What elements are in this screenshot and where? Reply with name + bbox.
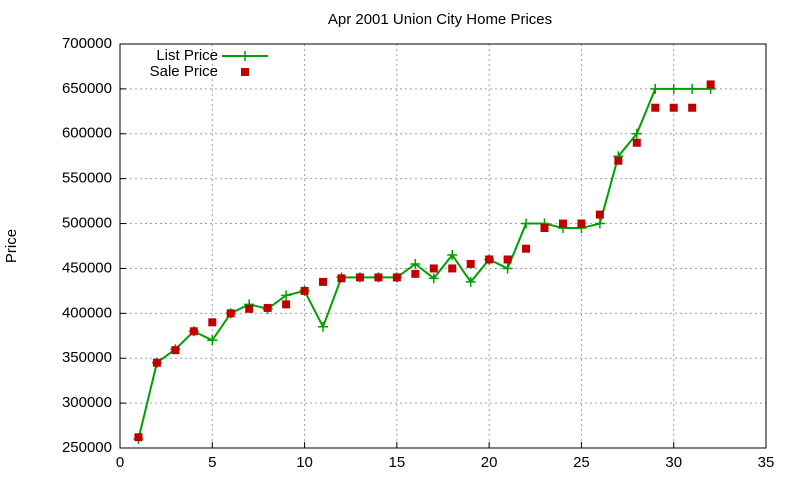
point bbox=[392, 273, 401, 282]
point bbox=[465, 276, 476, 287]
x-tick-label: 20 bbox=[481, 454, 498, 471]
point bbox=[189, 327, 198, 336]
point bbox=[152, 358, 161, 367]
point bbox=[374, 273, 383, 282]
y-tick-label: 300000 bbox=[62, 394, 112, 411]
x-tick-label: 25 bbox=[573, 454, 590, 471]
x-tick-label: 5 bbox=[208, 454, 216, 471]
x-tick-label: 15 bbox=[389, 454, 406, 471]
x-tick-label: 10 bbox=[296, 454, 313, 471]
point bbox=[522, 244, 531, 253]
point bbox=[208, 318, 217, 327]
point bbox=[447, 249, 458, 260]
y-tick-label: 350000 bbox=[62, 349, 112, 366]
y-tick-label: 550000 bbox=[62, 170, 112, 187]
point bbox=[595, 210, 604, 219]
point bbox=[171, 346, 180, 355]
legend-marker bbox=[241, 68, 249, 76]
point bbox=[355, 273, 364, 282]
point bbox=[337, 274, 346, 283]
y-tick-label: 500000 bbox=[62, 215, 112, 232]
point bbox=[263, 303, 272, 312]
point bbox=[134, 433, 143, 442]
series-line bbox=[137, 87, 711, 440]
point bbox=[631, 128, 642, 139]
legend-label: List Price bbox=[156, 47, 218, 64]
point bbox=[502, 263, 513, 274]
point bbox=[226, 309, 235, 318]
point bbox=[485, 255, 494, 264]
point bbox=[411, 269, 420, 278]
point bbox=[706, 80, 715, 89]
y-tick-label: 600000 bbox=[62, 125, 112, 142]
y-tick-label: 250000 bbox=[62, 439, 112, 456]
point bbox=[448, 264, 457, 273]
legend-label: Sale Price bbox=[150, 63, 218, 80]
point bbox=[594, 218, 605, 229]
point bbox=[300, 286, 309, 295]
point bbox=[650, 83, 661, 94]
point bbox=[281, 290, 292, 301]
legend-marker bbox=[240, 51, 250, 61]
point bbox=[428, 273, 439, 284]
point bbox=[669, 103, 678, 112]
point bbox=[318, 321, 329, 332]
point bbox=[577, 219, 586, 228]
point bbox=[668, 83, 679, 94]
point bbox=[207, 335, 218, 346]
point bbox=[282, 300, 291, 309]
x-tick-label: 35 bbox=[758, 454, 775, 471]
point bbox=[540, 224, 549, 233]
point bbox=[503, 255, 512, 264]
y-tick-label: 650000 bbox=[62, 80, 112, 97]
point bbox=[614, 156, 623, 165]
point bbox=[558, 219, 567, 228]
point bbox=[687, 83, 698, 94]
point bbox=[521, 218, 532, 229]
point bbox=[429, 264, 438, 273]
point bbox=[466, 259, 475, 268]
point bbox=[632, 138, 641, 147]
x-tick-label: 30 bbox=[665, 454, 682, 471]
y-tick-label: 700000 bbox=[62, 35, 112, 52]
point bbox=[245, 304, 254, 313]
y-axis-label: Price bbox=[3, 229, 20, 263]
point bbox=[688, 103, 697, 112]
point bbox=[410, 258, 421, 269]
plot-frame bbox=[119, 43, 767, 449]
y-tick-label: 400000 bbox=[62, 304, 112, 321]
y-tick-label: 450000 bbox=[62, 259, 112, 276]
point bbox=[319, 277, 328, 286]
x-tick-label: 0 bbox=[116, 454, 124, 471]
point bbox=[651, 103, 660, 112]
chart-title: Apr 2001 Union City Home Prices bbox=[328, 11, 552, 28]
